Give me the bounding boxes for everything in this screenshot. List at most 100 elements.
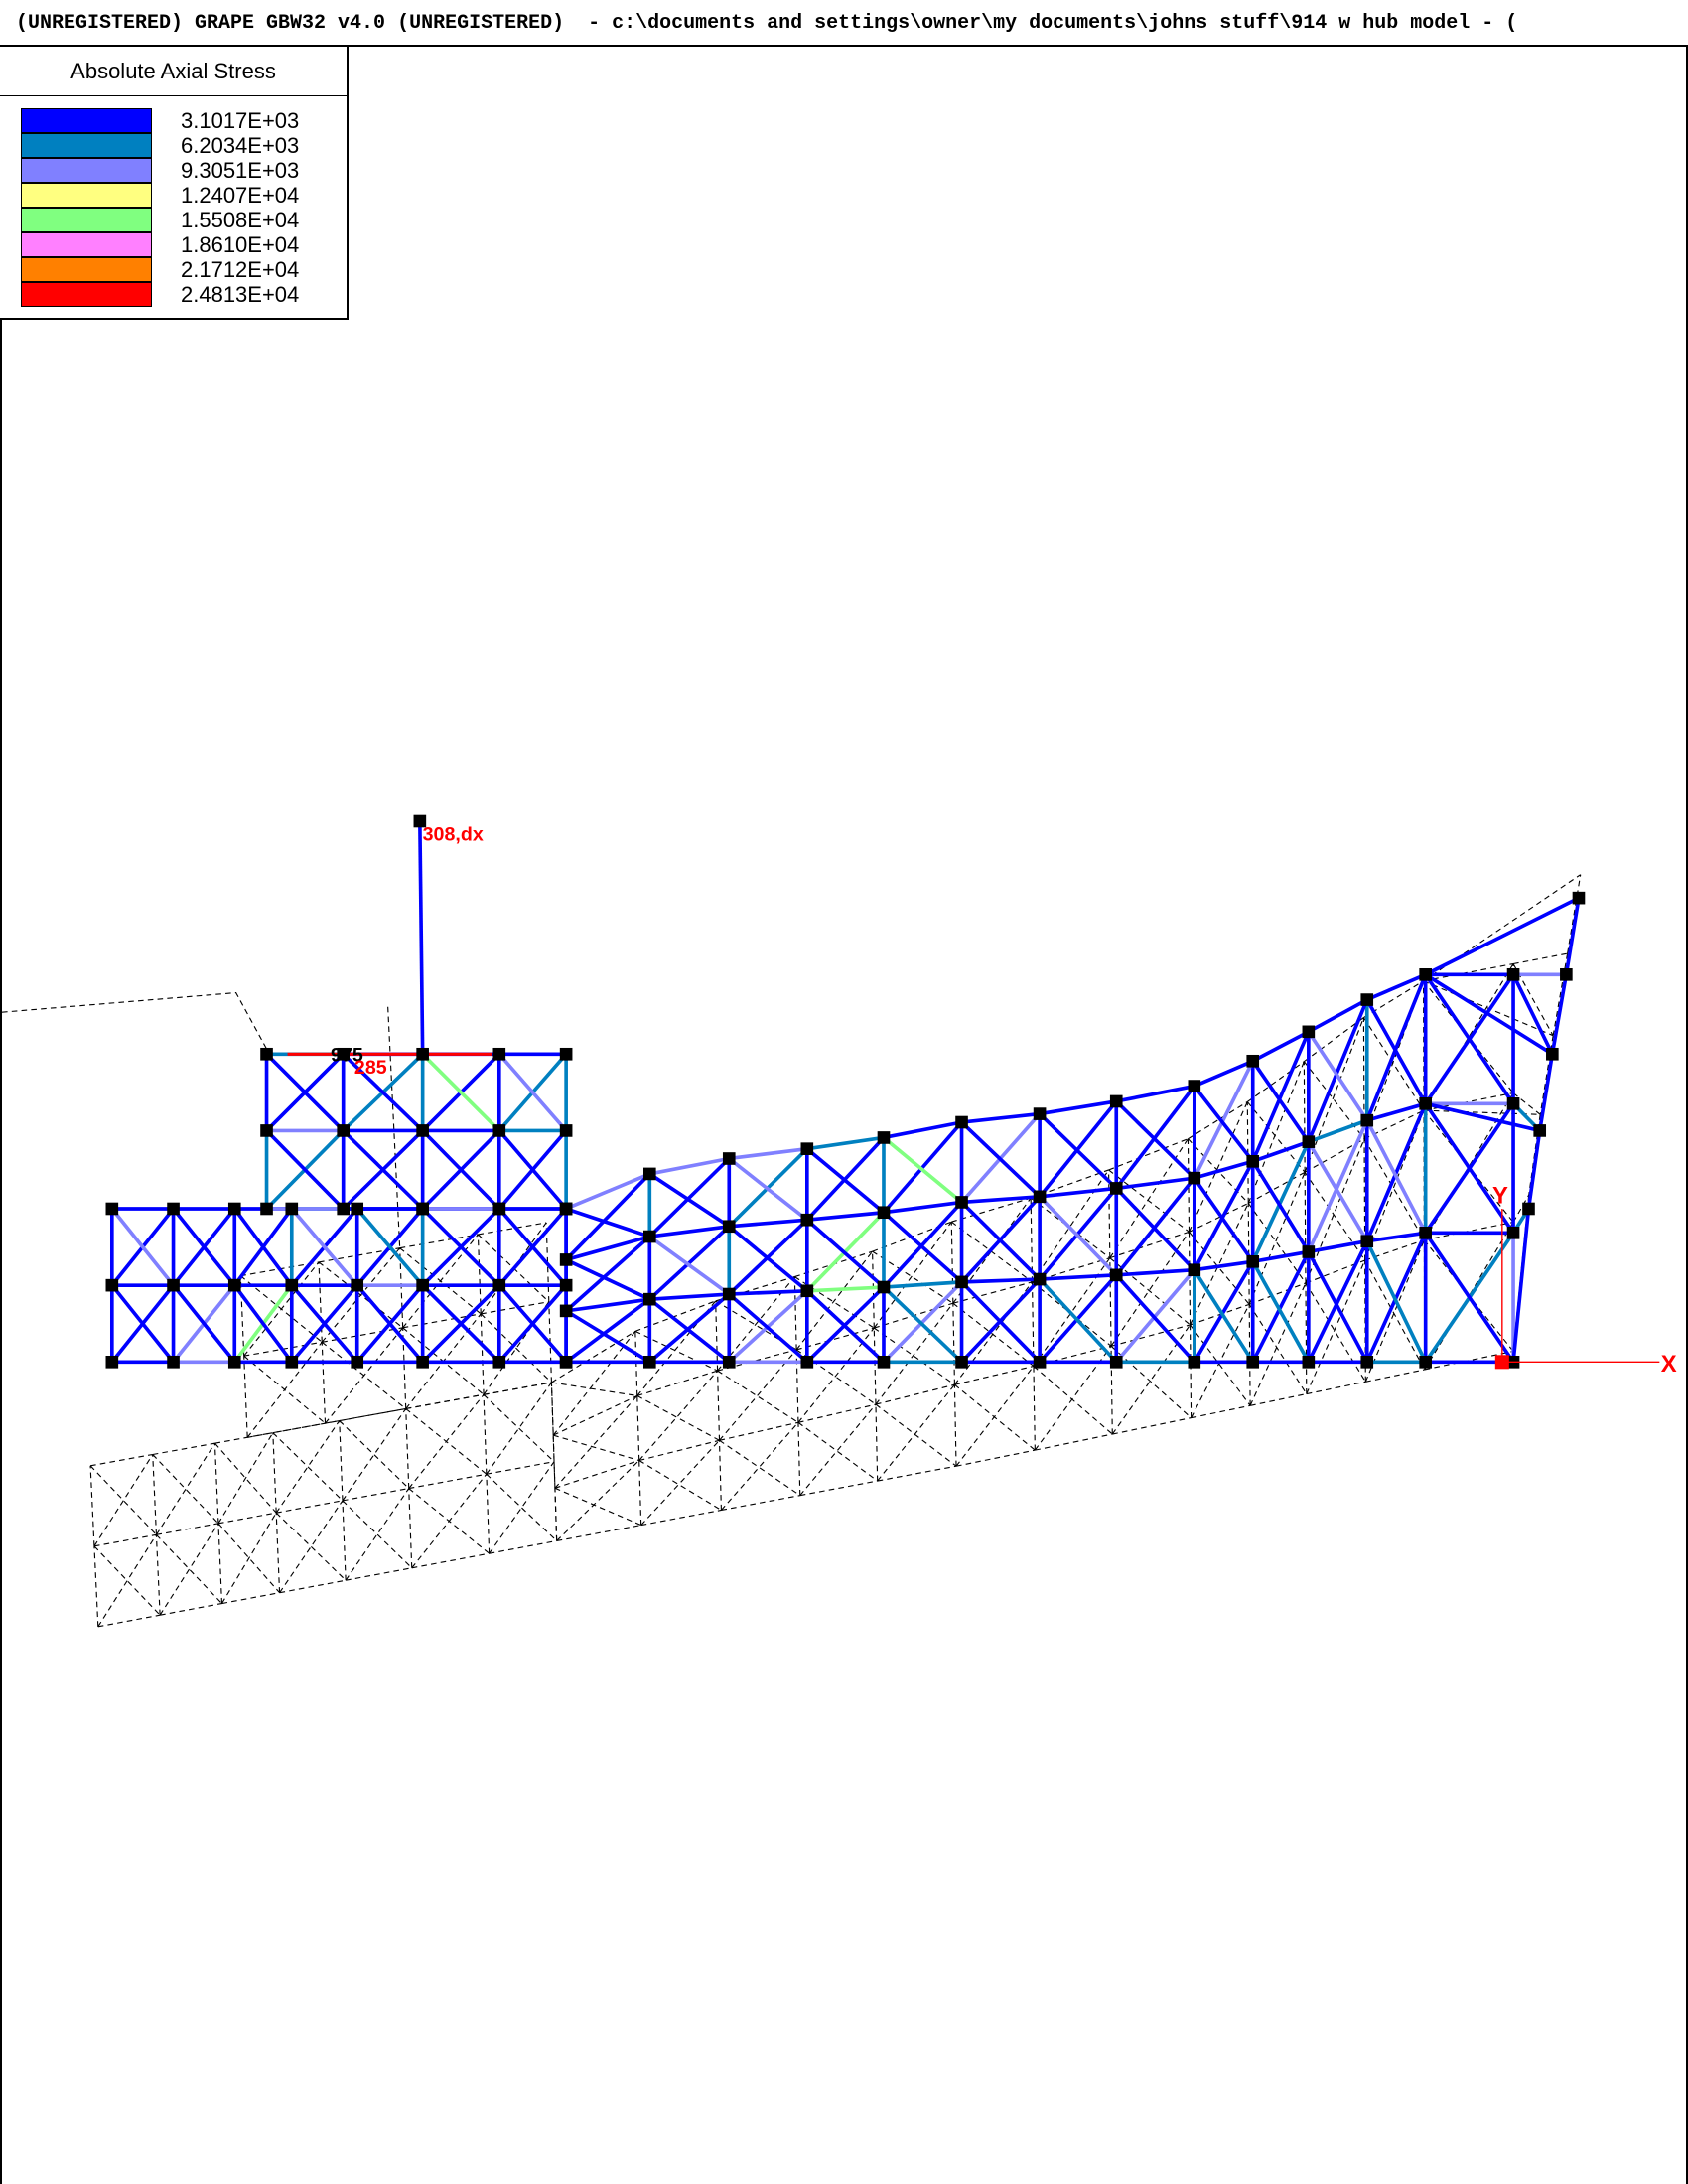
truss-member [232, 1207, 294, 1287]
deformed-member [719, 1349, 797, 1441]
node [1109, 1355, 1123, 1369]
node [1246, 1154, 1260, 1168]
truss-member [648, 1157, 731, 1238]
node [800, 1213, 814, 1227]
deformed-member [486, 1474, 491, 1554]
origin-node [1494, 1355, 1509, 1370]
deformed-member [638, 1460, 642, 1526]
truss-member [1114, 1187, 1196, 1271]
legend-value: 1.2407E+04 [181, 183, 300, 208]
truss-member [497, 1207, 568, 1287]
truss-member [1116, 1267, 1195, 1277]
truss-member [1251, 1060, 1311, 1143]
node [413, 814, 427, 828]
node [416, 1355, 429, 1369]
deformed-member [873, 1221, 952, 1329]
truss-member [728, 1225, 808, 1293]
deformed-member [550, 1382, 554, 1436]
deformed-member [1305, 1138, 1365, 1284]
legend-value: 1.5508E+04 [181, 208, 300, 232]
deformed-member [156, 1533, 222, 1604]
deformed-member [875, 1403, 957, 1467]
deformed-member [1247, 1171, 1306, 1204]
truss-member [1366, 1101, 1427, 1122]
node [1302, 1355, 1316, 1369]
deformed-member [220, 1512, 277, 1604]
deformed-member [321, 1341, 407, 1409]
y-axis-label: Y [1492, 1182, 1508, 1209]
deformed-member [318, 1261, 404, 1329]
model-viewport[interactable]: X Y 308,dx 975 285 [0, 47, 1688, 2184]
truss-member [806, 1210, 885, 1223]
deformed-member [799, 1403, 877, 1496]
truss-member [1116, 1176, 1196, 1191]
truss-member [1550, 973, 1569, 1055]
node [1360, 1355, 1374, 1369]
truss-member [355, 1283, 425, 1364]
truss-member [1424, 1232, 1515, 1364]
deformed-member [342, 1408, 407, 1502]
truss-member [1193, 1060, 1255, 1179]
deformed-member [872, 1251, 875, 1329]
truss-member [1424, 973, 1515, 1105]
deformed-member [797, 1403, 877, 1423]
deformed-member [345, 1488, 410, 1581]
deformed-member [1304, 1171, 1366, 1261]
truss-member [290, 1283, 359, 1364]
deformed-member [408, 1488, 413, 1568]
legend-swatch [21, 133, 152, 158]
deformed-member [322, 1327, 403, 1343]
node [559, 1253, 573, 1266]
deformed-member [93, 1533, 157, 1547]
deformed-member [1305, 1282, 1308, 1394]
deformed-member [159, 1523, 219, 1616]
node [351, 1202, 364, 1216]
deformed-member [1365, 1369, 1425, 1383]
node [800, 1142, 814, 1155]
node [722, 1355, 736, 1369]
deformed-member [339, 1420, 410, 1490]
deformed-member [1109, 1257, 1191, 1326]
node [877, 1131, 891, 1144]
truss-member [1537, 1053, 1555, 1131]
deformed-member [489, 1539, 557, 1554]
node [877, 1206, 891, 1220]
deformed-member [955, 1449, 1036, 1467]
deformed-member [1111, 1324, 1192, 1435]
deformed-member [1108, 1138, 1189, 1171]
deformed-member [1306, 1381, 1366, 1395]
legend-value: 1.8610E+04 [181, 232, 300, 257]
truss-member [1424, 972, 1554, 1056]
deformed-member [247, 1422, 326, 1438]
node [227, 1278, 241, 1292]
truss-member [648, 1156, 730, 1176]
truss-member [1307, 998, 1369, 1143]
truss-member [728, 1292, 809, 1364]
node [416, 1202, 429, 1216]
truss-member [1194, 1159, 1254, 1180]
node [559, 1047, 573, 1061]
truss-member [729, 1288, 807, 1296]
deformed-member [481, 1301, 549, 1315]
deformed-member [402, 1327, 407, 1409]
deformed-member [276, 1500, 344, 1514]
node [800, 1284, 814, 1298]
truss-member [648, 1235, 731, 1296]
deformed-member [217, 1512, 277, 1525]
node [955, 1355, 968, 1369]
deformed-member [411, 1552, 490, 1569]
deformed-member [719, 1421, 799, 1441]
deformed-member [489, 1461, 555, 1554]
deformed-member [638, 1460, 722, 1511]
node [337, 1124, 351, 1137]
deformed-member [1110, 1232, 1190, 1347]
truss-member [805, 1218, 886, 1289]
deformed-member [405, 1408, 488, 1475]
truss-member [564, 1172, 651, 1261]
truss-member [290, 1207, 359, 1287]
node [1033, 1355, 1047, 1369]
truss-member [1194, 1259, 1253, 1272]
truss-member [961, 1111, 1041, 1124]
node [1188, 1080, 1201, 1092]
